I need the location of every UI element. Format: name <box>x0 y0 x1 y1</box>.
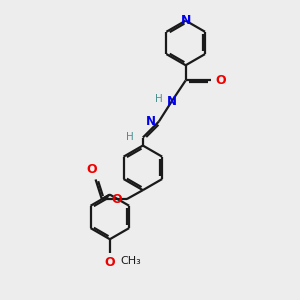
Text: N: N <box>181 14 191 27</box>
Text: H: H <box>155 94 163 104</box>
Text: O: O <box>104 256 115 269</box>
Text: N: N <box>167 95 177 108</box>
Text: CH₃: CH₃ <box>121 256 141 266</box>
Text: O: O <box>215 74 226 87</box>
Text: O: O <box>87 163 97 176</box>
Text: O: O <box>112 193 122 206</box>
Text: N: N <box>146 115 156 128</box>
Text: H: H <box>126 132 134 142</box>
